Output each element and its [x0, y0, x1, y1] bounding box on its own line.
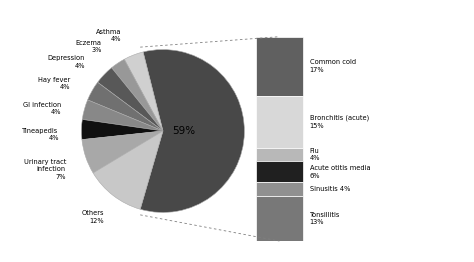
Bar [256, 196, 303, 241]
Wedge shape [82, 119, 163, 140]
Text: Flu
4%: Flu 4% [310, 148, 320, 161]
Text: Depression
4%: Depression 4% [47, 55, 85, 69]
Text: Common cold
17%: Common cold 17% [310, 59, 356, 73]
Bar [256, 148, 303, 161]
Wedge shape [124, 52, 163, 131]
Text: Others
12%: Others 12% [82, 210, 104, 224]
Bar [256, 37, 303, 96]
Wedge shape [82, 131, 163, 173]
Bar [256, 182, 303, 196]
Text: Eczema
3%: Eczema 3% [76, 40, 101, 53]
Wedge shape [98, 68, 163, 131]
Text: Hay fever
4%: Hay fever 4% [38, 77, 70, 90]
Text: Sinusitis 4%: Sinusitis 4% [310, 186, 350, 192]
Wedge shape [88, 82, 163, 131]
Text: Tonsillitis
13%: Tonsillitis 13% [310, 212, 340, 225]
Bar [256, 96, 303, 148]
Wedge shape [93, 131, 163, 209]
Text: Tineapedis
4%: Tineapedis 4% [22, 128, 59, 141]
Text: Bronchitis (acute)
15%: Bronchitis (acute) 15% [310, 114, 369, 129]
Wedge shape [140, 50, 245, 212]
Text: Asthma
4%: Asthma 4% [96, 29, 121, 42]
Wedge shape [82, 100, 163, 131]
Text: Urinary tract
infection
7%: Urinary tract infection 7% [24, 159, 66, 180]
Text: 59%: 59% [172, 126, 195, 136]
Bar [256, 161, 303, 182]
Text: GI infection
4%: GI infection 4% [23, 101, 61, 115]
Text: Acute otitis media
6%: Acute otitis media 6% [310, 165, 370, 178]
Wedge shape [111, 59, 163, 131]
